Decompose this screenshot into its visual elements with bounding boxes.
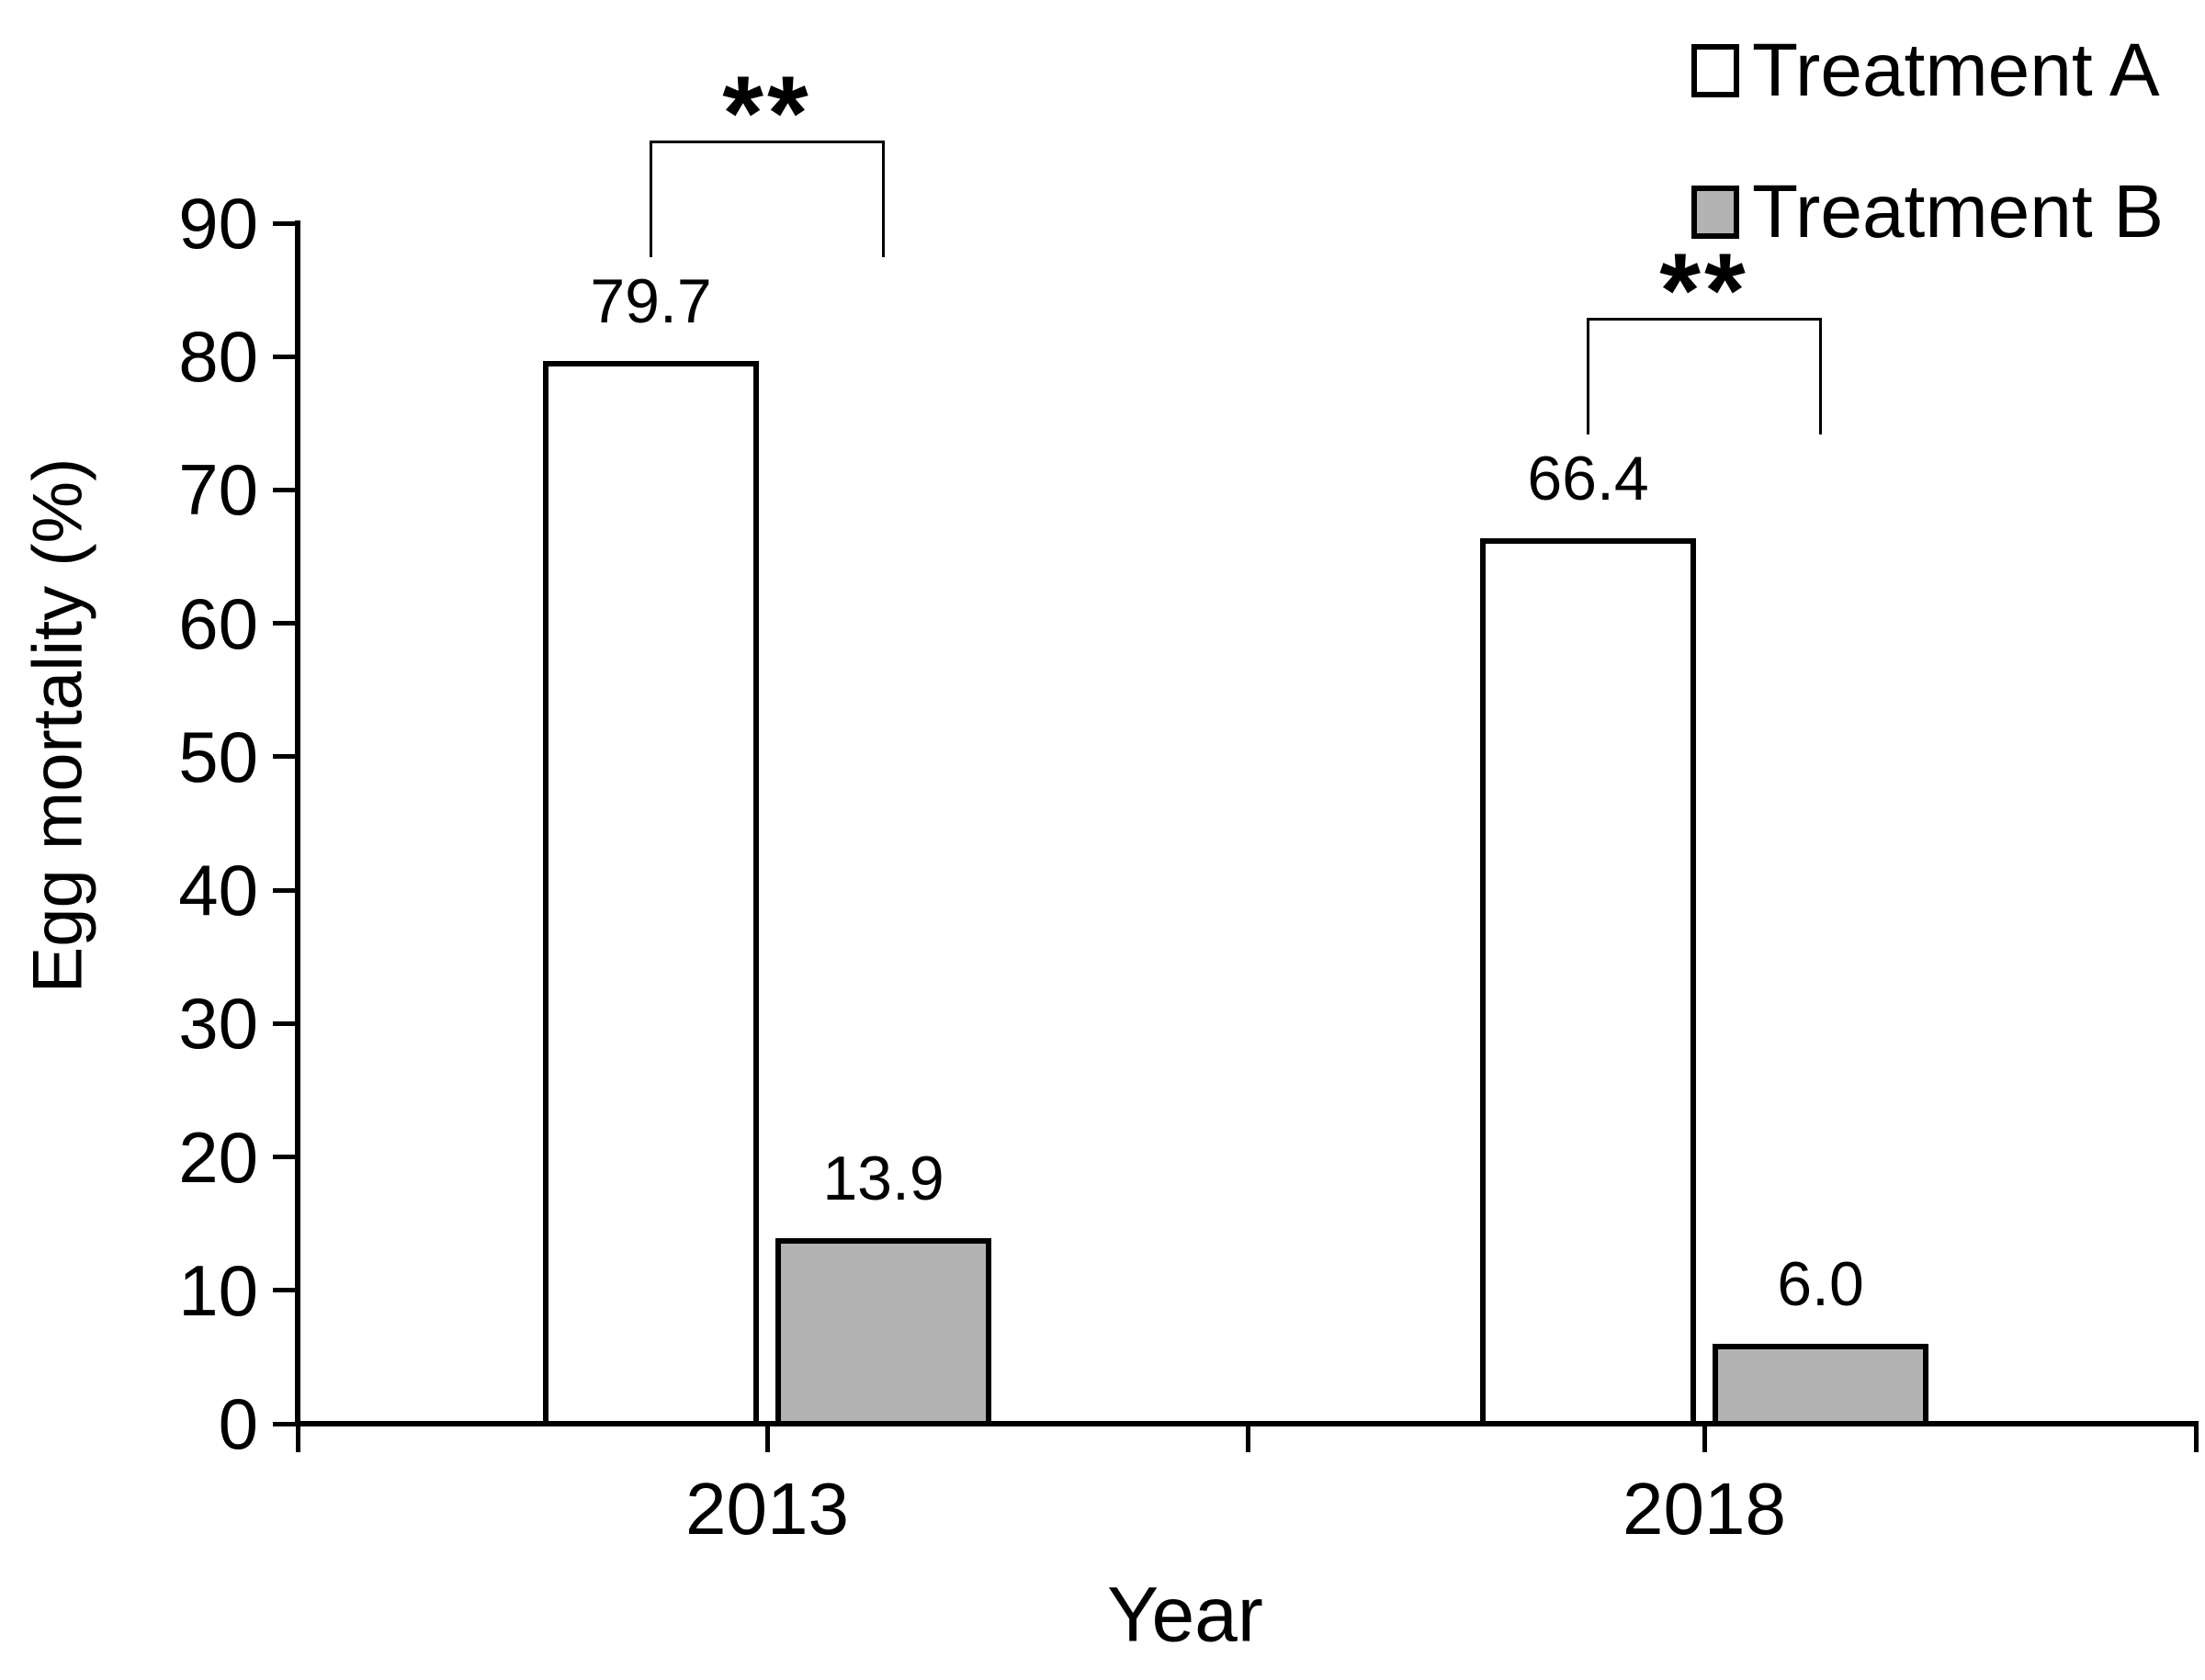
significance-bracket-2013 [650,140,885,257]
x-axis-tick [1246,1426,1250,1452]
y-axis-tick-label: 30 [178,983,258,1065]
legend-marker-treatment-a [1691,44,1739,97]
y-axis-line [295,220,300,1426]
bar-treatment-a-2013 [543,360,759,1426]
y-axis-tick-label: 40 [178,850,258,931]
bar-value-label: 6.0 [1777,1248,1864,1319]
bar-treatment-b-2013 [775,1238,991,1426]
y-axis-tick [273,754,295,760]
y-axis-tick [273,487,295,492]
y-axis-tick [273,220,295,226]
y-axis-tick [273,1421,295,1426]
y-axis-tick [273,1020,295,1026]
x-category-label: 2013 [685,1468,849,1550]
x-axis-tick [1702,1426,1707,1452]
x-category-label: 2018 [1623,1468,1786,1550]
y-axis-tick [273,621,295,626]
y-axis-tick-label: 50 [178,716,258,797]
x-axis-tick [295,1426,300,1452]
legend-marker-treatment-b [1691,186,1739,239]
significance-stars-2018: ** [1659,231,1749,350]
y-axis-tick-label: 20 [178,1116,258,1198]
bar-value-label: 66.4 [1527,443,1649,513]
y-axis-tick-label: 90 [178,183,258,264]
legend-label-treatment-a: Treatment A [1752,28,2160,112]
bar-value-label: 79.7 [590,265,712,336]
y-axis-tick-label: 0 [218,1383,258,1464]
legend-label-treatment-b: Treatment B [1752,170,2165,254]
y-axis-tick-label: 80 [178,316,258,398]
significance-stars-2013: ** [722,54,812,173]
x-axis-line [295,1421,2199,1426]
y-axis-tick-label: 10 [178,1249,258,1331]
bar-value-label: 13.9 [822,1144,944,1214]
y-axis-tick-label: 60 [178,582,258,664]
bar-treatment-a-2018 [1480,537,1696,1426]
x-axis-title: Year [1107,1571,1263,1658]
x-axis-tick [764,1426,770,1452]
y-axis-tick-label: 70 [178,449,258,531]
y-axis-tick [273,354,295,359]
significance-bracket-2018 [1587,317,1822,434]
y-axis-tick [273,887,295,893]
bar-treatment-b-2018 [1713,1343,1928,1426]
y-axis-tick [273,1288,295,1293]
x-axis-tick [2193,1426,2199,1452]
y-axis-tick [273,1155,295,1160]
